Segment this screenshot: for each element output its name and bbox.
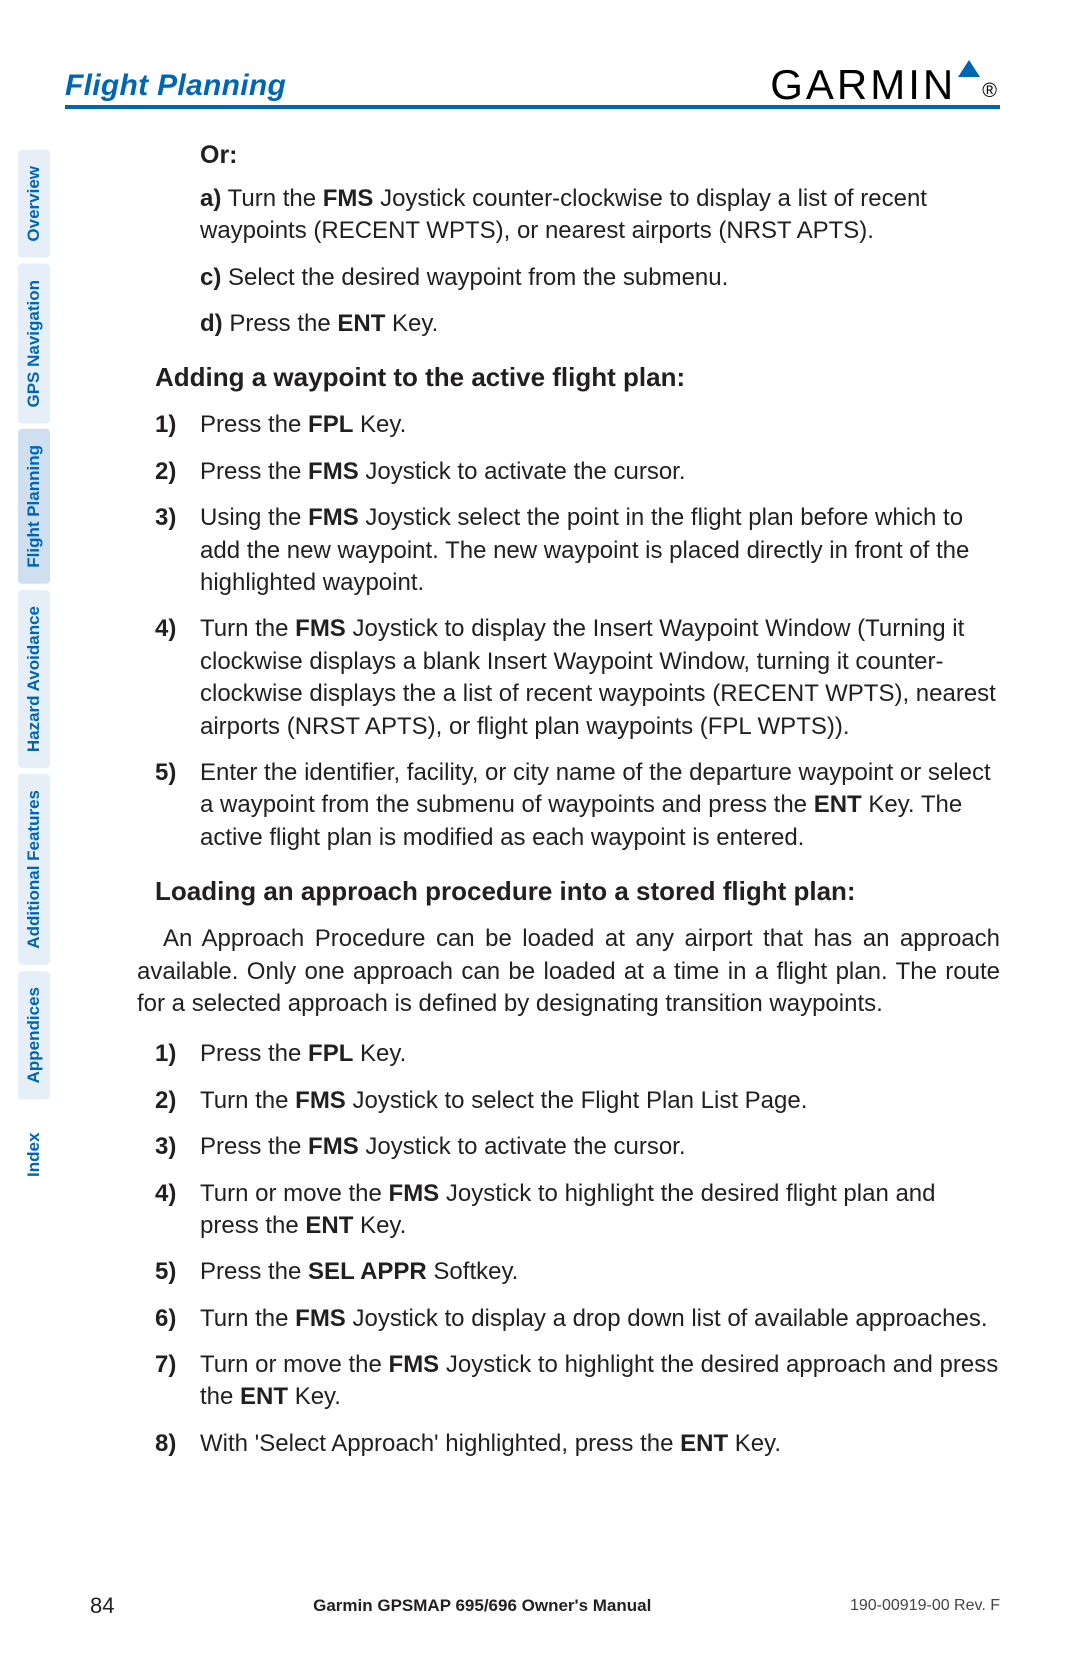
txt: Using the FMS Joystick select the point … bbox=[200, 502, 1000, 599]
logo-text: GARMIN bbox=[770, 61, 956, 109]
txt: With 'Select Approach' highlighted, pres… bbox=[200, 1428, 1000, 1460]
txt: Turn the FMS Joystick to display a drop … bbox=[200, 1303, 1000, 1335]
or-heading: Or: bbox=[200, 139, 1000, 173]
logo-triangle-icon bbox=[958, 60, 980, 77]
num: 5) bbox=[155, 757, 200, 854]
num: 7) bbox=[155, 1349, 200, 1414]
page-number: 84 bbox=[90, 1593, 114, 1619]
sub-item-a: a) Turn the FMS Joystick counter-clockwi… bbox=[200, 183, 1000, 248]
txt: Turn the FMS Joystick to select the Flig… bbox=[200, 1085, 1000, 1117]
list-item: 2)Turn the FMS Joystick to select the Fl… bbox=[155, 1085, 1000, 1117]
tab-appendices[interactable]: Appendices bbox=[18, 971, 50, 1099]
txt: Turn or move the FMS Joystick to highlig… bbox=[200, 1178, 1000, 1243]
manual-title: Garmin GPSMAP 695/696 Owner's Manual bbox=[313, 1596, 651, 1616]
num: 3) bbox=[155, 502, 200, 599]
heading-adding-waypoint: Adding a waypoint to the active flight p… bbox=[155, 360, 1000, 395]
num: 4) bbox=[155, 1178, 200, 1243]
txt: Press the FPL Key. bbox=[200, 409, 1000, 441]
num: 5) bbox=[155, 1256, 200, 1288]
text: Turn the bbox=[221, 185, 322, 212]
page-header: Flight Planning GARMIN ® bbox=[65, 60, 1000, 109]
num: 1) bbox=[155, 1038, 200, 1070]
letter-d: d) bbox=[200, 310, 223, 337]
tab-additional-features[interactable]: Additional Features bbox=[18, 774, 50, 965]
txt: Turn or move the FMS Joystick to highlig… bbox=[200, 1349, 1000, 1414]
garmin-logo: GARMIN ® bbox=[770, 60, 1000, 109]
list-item: 1)Press the FPL Key. bbox=[155, 409, 1000, 441]
txt: Press the FPL Key. bbox=[200, 1038, 1000, 1070]
bold: ENT bbox=[337, 310, 385, 337]
list-item: 5)Enter the identifier, facility, or cit… bbox=[155, 757, 1000, 854]
tab-gps-navigation[interactable]: GPS Navigation bbox=[18, 264, 50, 424]
logo-reg-mark: ® bbox=[982, 80, 1000, 103]
list-item: 2)Press the FMS Joystick to activate the… bbox=[155, 456, 1000, 488]
txt: Press the FMS Joystick to activate the c… bbox=[200, 456, 1000, 488]
revision: 190-00919-00 Rev. F bbox=[850, 1597, 1000, 1615]
list-item: 6)Turn the FMS Joystick to display a dro… bbox=[155, 1303, 1000, 1335]
page: Flight Planning GARMIN ® Overview GPS Nav… bbox=[0, 0, 1080, 1669]
side-tabs: Overview GPS Navigation Flight Planning … bbox=[18, 150, 50, 1211]
tab-hazard-avoidance[interactable]: Hazard Avoidance bbox=[18, 590, 50, 768]
content: Or: a) Turn the FMS Joystick counter-clo… bbox=[125, 139, 1000, 1460]
text: Press the bbox=[223, 310, 338, 337]
sub-item-c: c) Select the desired waypoint from the … bbox=[200, 262, 1000, 294]
tab-flight-planning[interactable]: Flight Planning bbox=[18, 429, 50, 584]
num: 4) bbox=[155, 613, 200, 743]
num: 2) bbox=[155, 1085, 200, 1117]
letter-c: c) bbox=[200, 264, 221, 291]
list-item: 3)Using the FMS Joystick select the poin… bbox=[155, 502, 1000, 599]
list-item: 3)Press the FMS Joystick to activate the… bbox=[155, 1131, 1000, 1163]
txt: Enter the identifier, facility, or city … bbox=[200, 757, 1000, 854]
text: Select the desired waypoint from the sub… bbox=[221, 264, 728, 291]
txt: Turn the FMS Joystick to display the Ins… bbox=[200, 613, 1000, 743]
bold: FMS bbox=[323, 185, 374, 212]
heading-loading-approach: Loading an approach procedure into a sto… bbox=[155, 874, 1000, 909]
list-adding-waypoint: 1)Press the FPL Key. 2)Press the FMS Joy… bbox=[155, 409, 1000, 854]
approach-paragraph: An Approach Procedure can be loaded at a… bbox=[137, 923, 1000, 1020]
sub-item-d: d) Press the ENT Key. bbox=[200, 308, 1000, 340]
list-item: 5)Press the SEL APPR Softkey. bbox=[155, 1256, 1000, 1288]
letter-a: a) bbox=[200, 185, 221, 212]
list-loading-approach: 1)Press the FPL Key. 2)Turn the FMS Joys… bbox=[155, 1038, 1000, 1460]
num: 1) bbox=[155, 409, 200, 441]
txt: Press the SEL APPR Softkey. bbox=[200, 1256, 1000, 1288]
num: 3) bbox=[155, 1131, 200, 1163]
list-item: 4)Turn or move the FMS Joystick to highl… bbox=[155, 1178, 1000, 1243]
num: 6) bbox=[155, 1303, 200, 1335]
tab-index[interactable]: Index bbox=[18, 1105, 50, 1205]
list-item: 7)Turn or move the FMS Joystick to highl… bbox=[155, 1349, 1000, 1414]
tab-overview[interactable]: Overview bbox=[18, 150, 50, 258]
list-item: 8)With 'Select Approach' highlighted, pr… bbox=[155, 1428, 1000, 1460]
num: 2) bbox=[155, 456, 200, 488]
section-title: Flight Planning bbox=[65, 69, 286, 103]
footer: 84 Garmin GPSMAP 695/696 Owner's Manual … bbox=[90, 1593, 1000, 1619]
num: 8) bbox=[155, 1428, 200, 1460]
txt: Press the FMS Joystick to activate the c… bbox=[200, 1131, 1000, 1163]
list-item: 4)Turn the FMS Joystick to display the I… bbox=[155, 613, 1000, 743]
text: Key. bbox=[385, 310, 438, 337]
list-item: 1)Press the FPL Key. bbox=[155, 1038, 1000, 1070]
